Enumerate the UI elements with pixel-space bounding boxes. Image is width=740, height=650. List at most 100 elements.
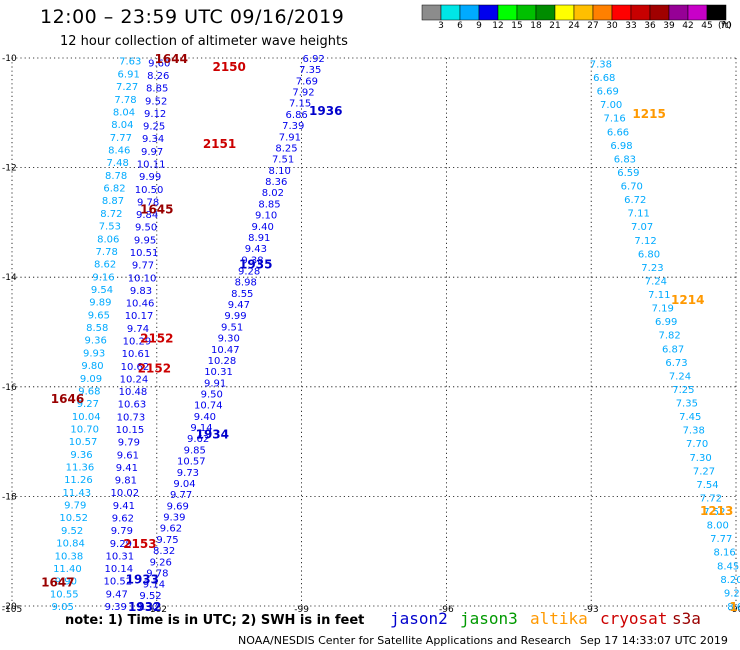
legend-entry-s3a: s3a <box>672 609 701 628</box>
wave-height-value: 10.57 <box>69 437 98 448</box>
wave-height-value: 9.81 <box>115 476 137 487</box>
color-scale-tick-label: 24 <box>568 21 580 31</box>
wave-height-value: 10.63 <box>118 400 147 411</box>
wave-height-value: 11.40 <box>53 564 82 575</box>
wave-height-value: 6.99 <box>655 317 677 328</box>
wave-height-value: 8.85 <box>258 199 280 210</box>
wave-height-value: 9.27 <box>77 399 99 410</box>
wave-height-value: 9.74 <box>127 324 149 335</box>
wave-height-value: 6.70 <box>621 182 643 193</box>
color-scale-swatch <box>535 4 556 21</box>
wave-height-value: 7.63 <box>119 57 141 68</box>
chart-title: 12:00 – 23:59 UTC 09/16/2019 <box>40 6 345 28</box>
wave-height-value: 9.50 <box>201 390 223 401</box>
wave-height-value: 9.75 <box>156 535 178 546</box>
wave-height-value: 8.45 <box>717 561 739 572</box>
wave-height-value: 9.41 <box>116 463 138 474</box>
wave-height-value: 7.11 <box>648 290 670 301</box>
wave-height-value: 7.12 <box>634 236 656 247</box>
color-scale-tick-label: 45 <box>701 21 713 31</box>
color-scale-swatch <box>630 4 651 21</box>
wave-height-value: 9.40 <box>252 222 274 233</box>
wave-height-value: 9.69 <box>167 501 189 512</box>
color-scale-tick-label: 70 <box>720 21 732 31</box>
wave-height-value: 10.52 <box>59 513 88 524</box>
color-scale-tick-label: 33 <box>625 21 637 31</box>
pass-time-label: 2150 <box>212 60 245 74</box>
y-tick-label: -12 <box>2 164 17 174</box>
wave-height-value: 8.04 <box>111 120 133 131</box>
wave-height-value: 8.00 <box>707 521 729 532</box>
wave-height-value: 8.91 <box>248 233 270 244</box>
color-scale-swatch <box>497 4 518 21</box>
wave-height-value: 9.41 <box>113 501 135 512</box>
pass-time-label: 1214 <box>671 293 704 307</box>
wave-height-value: 9.79 <box>64 501 86 512</box>
wave-height-value: 6.92 <box>303 54 325 65</box>
pass-time-label: 2153 <box>123 537 156 551</box>
wave-height-value: 9.61 <box>117 450 139 461</box>
wave-height-value: 9.79 <box>111 526 133 537</box>
wave-height-value: 7.15 <box>289 99 311 110</box>
wave-height-value: 7.77 <box>110 133 132 144</box>
wave-height-value: 9.52 <box>139 591 161 602</box>
color-scale-swatch <box>516 4 537 21</box>
x-tick-label: -96 <box>439 605 454 615</box>
wave-height-value: 8.16 <box>714 548 736 559</box>
wave-height-value: 9.50 <box>135 223 157 234</box>
wave-height-value: 10.74 <box>194 401 223 412</box>
wave-height-value: 9.43 <box>245 244 267 255</box>
wave-height-value: 9.95 <box>134 235 156 246</box>
wave-height-value: 8.32 <box>153 546 175 557</box>
color-scale-swatch <box>592 4 613 21</box>
wave-height-value: 9.36 <box>85 336 107 347</box>
x-tick-label: -90 <box>729 605 740 615</box>
wave-height-value: 7.52 <box>703 507 725 518</box>
color-scale-swatch <box>687 4 708 21</box>
wave-height-value: 8.36 <box>265 177 287 188</box>
wave-height-value: 6.59 <box>617 168 639 179</box>
color-scale-swatch <box>459 4 480 21</box>
wave-height-value: 9.34 <box>142 134 164 145</box>
wave-height-value: 9.73 <box>177 468 199 479</box>
wave-height-value: 9.29 <box>110 539 132 550</box>
color-scale-tick-label: 18 <box>530 21 542 31</box>
wave-height-value: 10.38 <box>55 551 84 562</box>
color-scale-swatch <box>706 4 727 21</box>
x-tick-label: -93 <box>584 605 599 615</box>
wave-height-value: 6.87 <box>662 344 684 355</box>
color-scale-swatch <box>440 4 461 21</box>
pass-time-label: 2151 <box>203 137 236 151</box>
wave-height-value: 8.72 <box>100 209 122 220</box>
wave-height-value: 10.84 <box>56 539 85 550</box>
wave-height-value: 7.11 <box>628 209 650 220</box>
wave-height-value: 9.91 <box>204 378 226 389</box>
pass-time-label: 1646 <box>51 392 84 406</box>
wave-height-value: 10.31 <box>105 551 134 562</box>
wave-height-value: 7.78 <box>114 95 136 106</box>
color-scale-tick-label: 42 <box>682 21 694 31</box>
wave-height-value: 7.53 <box>99 222 121 233</box>
wave-height-value: 11.36 <box>66 463 95 474</box>
wave-height-value: 8.98 <box>235 278 257 289</box>
wave-height-value: 7.78 <box>96 247 118 258</box>
wave-height-value: 7.38 <box>590 59 612 70</box>
wave-height-value: 7.16 <box>603 114 625 125</box>
color-scale-tick-label: 27 <box>587 21 599 31</box>
wave-height-value: 8.02 <box>262 188 284 199</box>
wave-height-value: 11.43 <box>63 488 92 499</box>
pass-time-label: 1213 <box>700 504 733 518</box>
wave-height-value: 6.83 <box>614 154 636 165</box>
wave-height-value: 10.29 <box>123 337 152 348</box>
wave-height-value: 9.09 <box>80 374 102 385</box>
wave-height-value: 7.35 <box>299 65 321 76</box>
wave-height-value: 9.30 <box>218 334 240 345</box>
wave-height-value: 9.89 <box>89 298 111 309</box>
wave-height-value: 10.70 <box>70 424 99 435</box>
wave-height-value: 10.14 <box>104 564 133 575</box>
wave-height-value: 7.82 <box>659 331 681 342</box>
wave-height-value: 7.24 <box>645 276 667 287</box>
pass-time-label: 1933 <box>126 573 159 587</box>
wave-height-value: 7.70 <box>686 439 708 450</box>
wave-height-value: 9.90 <box>55 577 77 588</box>
